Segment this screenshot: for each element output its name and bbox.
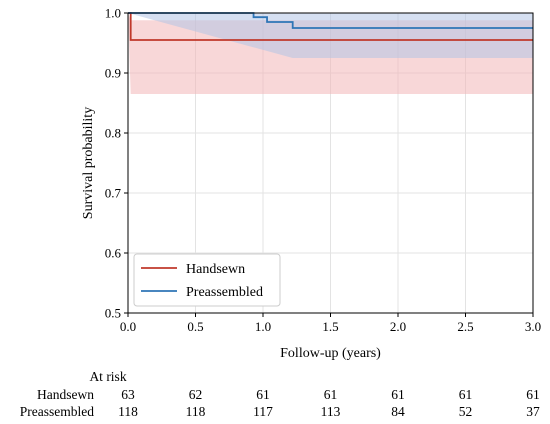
- confidence-bands: [128, 13, 533, 94]
- risk-table-header: At risk: [89, 369, 126, 384]
- risk-table: At risk Handsewn Preassembled 63 62 61 61 61…: [20, 369, 540, 419]
- x-tick-label-6: 3.0: [525, 319, 541, 334]
- curve-preassembled: [128, 12, 533, 29]
- risk-count-preassembled-2: 117: [253, 404, 273, 419]
- risk-count-handsewn-2: 61: [256, 387, 270, 402]
- x-tick-label-2: 1.0: [255, 319, 271, 334]
- risk-count-handsewn-4: 61: [391, 387, 405, 402]
- x-tick-label-3: 1.5: [322, 319, 338, 334]
- risk-count-handsewn-0: 63: [121, 387, 135, 402]
- legend-label-preassembled: Preassembled: [186, 285, 263, 300]
- risk-count-handsewn-6: 61: [526, 387, 540, 402]
- x-tick-label-0: 0.0: [120, 319, 136, 334]
- y-tick-label-3: 0.8: [105, 126, 121, 141]
- legend: Handsewn Preassembled: [133, 253, 281, 307]
- risk-count-handsewn-5: 61: [459, 387, 473, 402]
- y-tick-label-5: 1.0: [105, 6, 121, 21]
- x-tick-label-1: 0.5: [187, 319, 203, 334]
- risk-count-preassembled-4: 84: [391, 404, 405, 419]
- legend-box: [133, 253, 281, 307]
- y-tick-label-0: 0.5: [105, 306, 121, 321]
- risk-counts: 63 62 61 61 61 61 61 118 118 117 113 84 52 37: [118, 387, 540, 419]
- risk-count-preassembled-5: 52: [459, 404, 473, 419]
- y-axis-label: Survival probability: [81, 107, 96, 219]
- ci-band-preassembled: [128, 13, 533, 58]
- x-tick-label-5: 2.5: [457, 319, 473, 334]
- y-tick-label-4: 0.9: [105, 66, 121, 81]
- x-tick-label-4: 2.0: [390, 319, 406, 334]
- risk-count-preassembled-1: 118: [186, 404, 206, 419]
- risk-count-preassembled-6: 37: [526, 404, 540, 419]
- risk-count-handsewn-1: 62: [189, 387, 203, 402]
- y-tick-label-1: 0.6: [105, 246, 122, 261]
- y-tick-label-2: 0.7: [105, 186, 122, 201]
- risk-count-preassembled-0: 118: [118, 404, 138, 419]
- axis-ticks: 0.0 0.5 1.0 1.5 2.0 2.5 3.00.50.60.70.80.91.0: [105, 6, 541, 335]
- risk-row-label-preassembled: Preassembled: [20, 404, 94, 419]
- risk-count-handsewn-3: 61: [324, 387, 338, 402]
- legend-label-handsewn: Handsewn: [186, 262, 245, 277]
- risk-count-preassembled-3: 113: [321, 404, 341, 419]
- risk-row-label-handsewn: Handsewn: [37, 387, 94, 402]
- x-axis-label: Follow-up (years): [280, 346, 381, 361]
